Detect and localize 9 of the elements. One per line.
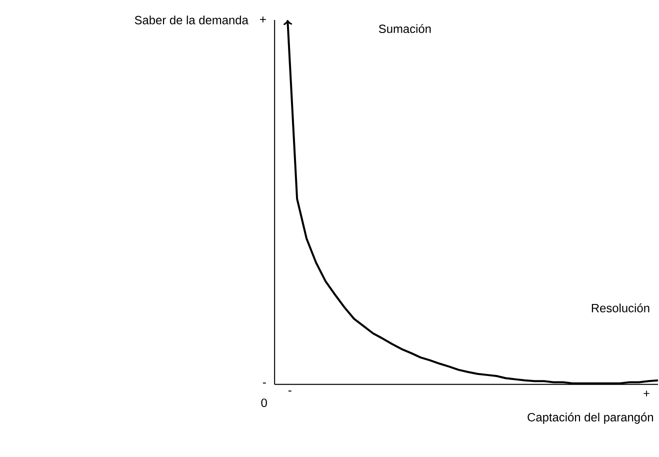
text: 0 (261, 398, 267, 407)
annotation: Resolución (592, 303, 650, 312)
x-axis-title: Captación del parangón (528, 412, 654, 424)
text: + (260, 16, 266, 22)
text: + (644, 390, 650, 396)
y-axis-title: Saber de la demanda (134, 15, 248, 24)
text: - (262, 382, 266, 384)
text: - (288, 390, 292, 392)
annotation: Sumación (378, 24, 431, 33)
